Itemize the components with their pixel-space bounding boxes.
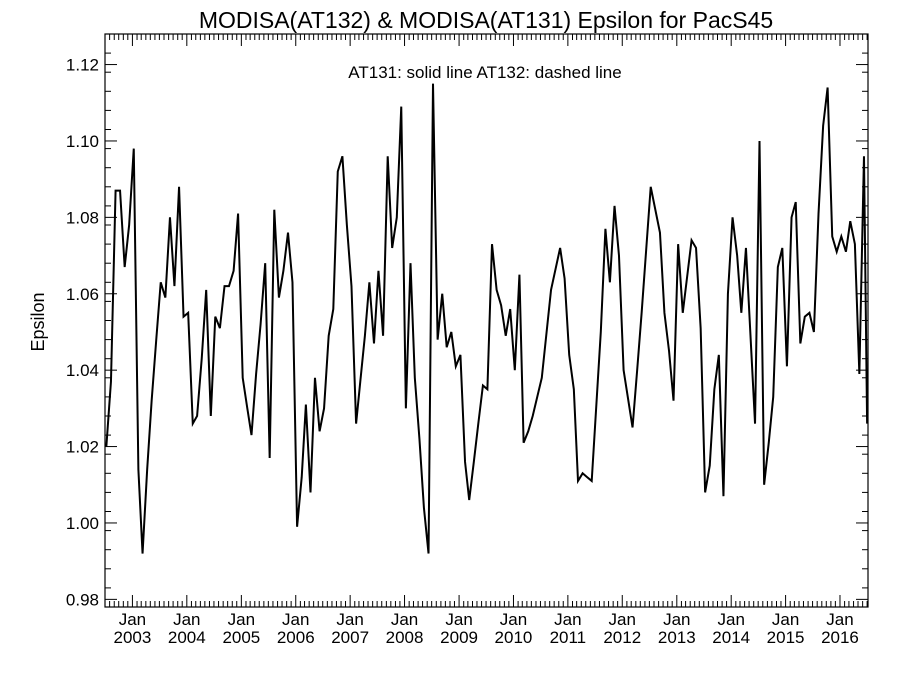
y-tick-label: 1.08	[66, 208, 99, 227]
x-tick-label-month: Jan	[119, 610, 146, 629]
chart-title: MODISA(AT132) & MODISA(AT131) Epsilon fo…	[199, 7, 773, 33]
x-tick-label-month: Jan	[445, 610, 472, 629]
x-tick-label-month: Jan	[772, 610, 799, 629]
x-tick-label-month: Jan	[173, 610, 200, 629]
x-tick-label-year: 2012	[603, 628, 641, 647]
x-tick-label-month: Jan	[336, 610, 363, 629]
series-style-note: AT131: solid line AT132: dashed line	[348, 63, 621, 82]
y-tick-label: 1.04	[66, 361, 99, 380]
x-tick-label-year: 2008	[386, 628, 424, 647]
x-tick-label-month: Jan	[717, 610, 744, 629]
y-tick-label: 1.00	[66, 514, 99, 533]
x-tick-label-year: 2007	[331, 628, 369, 647]
y-tick-label: 1.10	[66, 132, 99, 151]
x-tick-label-year: 2016	[821, 628, 859, 647]
x-tick-label-month: Jan	[554, 610, 581, 629]
y-tick-label: 1.02	[66, 438, 99, 457]
y-axis-label: Epsilon	[28, 292, 48, 351]
x-tick-label-year: 2005	[222, 628, 260, 647]
x-tick-label-month: Jan	[609, 610, 636, 629]
x-tick-label-month: Jan	[391, 610, 418, 629]
series-layer	[105, 83, 869, 554]
y-tick-label: 1.12	[66, 56, 99, 75]
x-tick-label-year: 2009	[440, 628, 478, 647]
x-tick-label-year: 2013	[658, 628, 696, 647]
x-tick-label-year: 2006	[277, 628, 315, 647]
plot-frame	[104, 33, 869, 608]
x-tick-label-year: 2015	[767, 628, 805, 647]
y-tick-label: 1.06	[66, 285, 99, 304]
x-tick-label-year: 2003	[114, 628, 152, 647]
x-tick-label-year: 2010	[495, 628, 533, 647]
x-tick-labels: Jan2003Jan2004Jan2005Jan2006Jan2007Jan20…	[114, 610, 859, 647]
axis-ticks	[104, 33, 868, 608]
y-tick-label: 0.98	[66, 590, 99, 609]
x-tick-label-month: Jan	[228, 610, 255, 629]
y-tick-labels: 0.98 1.00 1.02 1.04 1.06 1.08 1.10 1.12	[66, 56, 99, 610]
x-tick-label-year: 2004	[168, 628, 206, 647]
x-tick-label-month: Jan	[826, 610, 853, 629]
x-tick-label-year: 2014	[712, 628, 750, 647]
series-line-at131	[105, 83, 869, 554]
x-tick-label-year: 2011	[550, 628, 587, 647]
x-tick-label-month: Jan	[663, 610, 690, 629]
x-tick-label-month: Jan	[282, 610, 309, 629]
x-tick-label-month: Jan	[500, 610, 527, 629]
